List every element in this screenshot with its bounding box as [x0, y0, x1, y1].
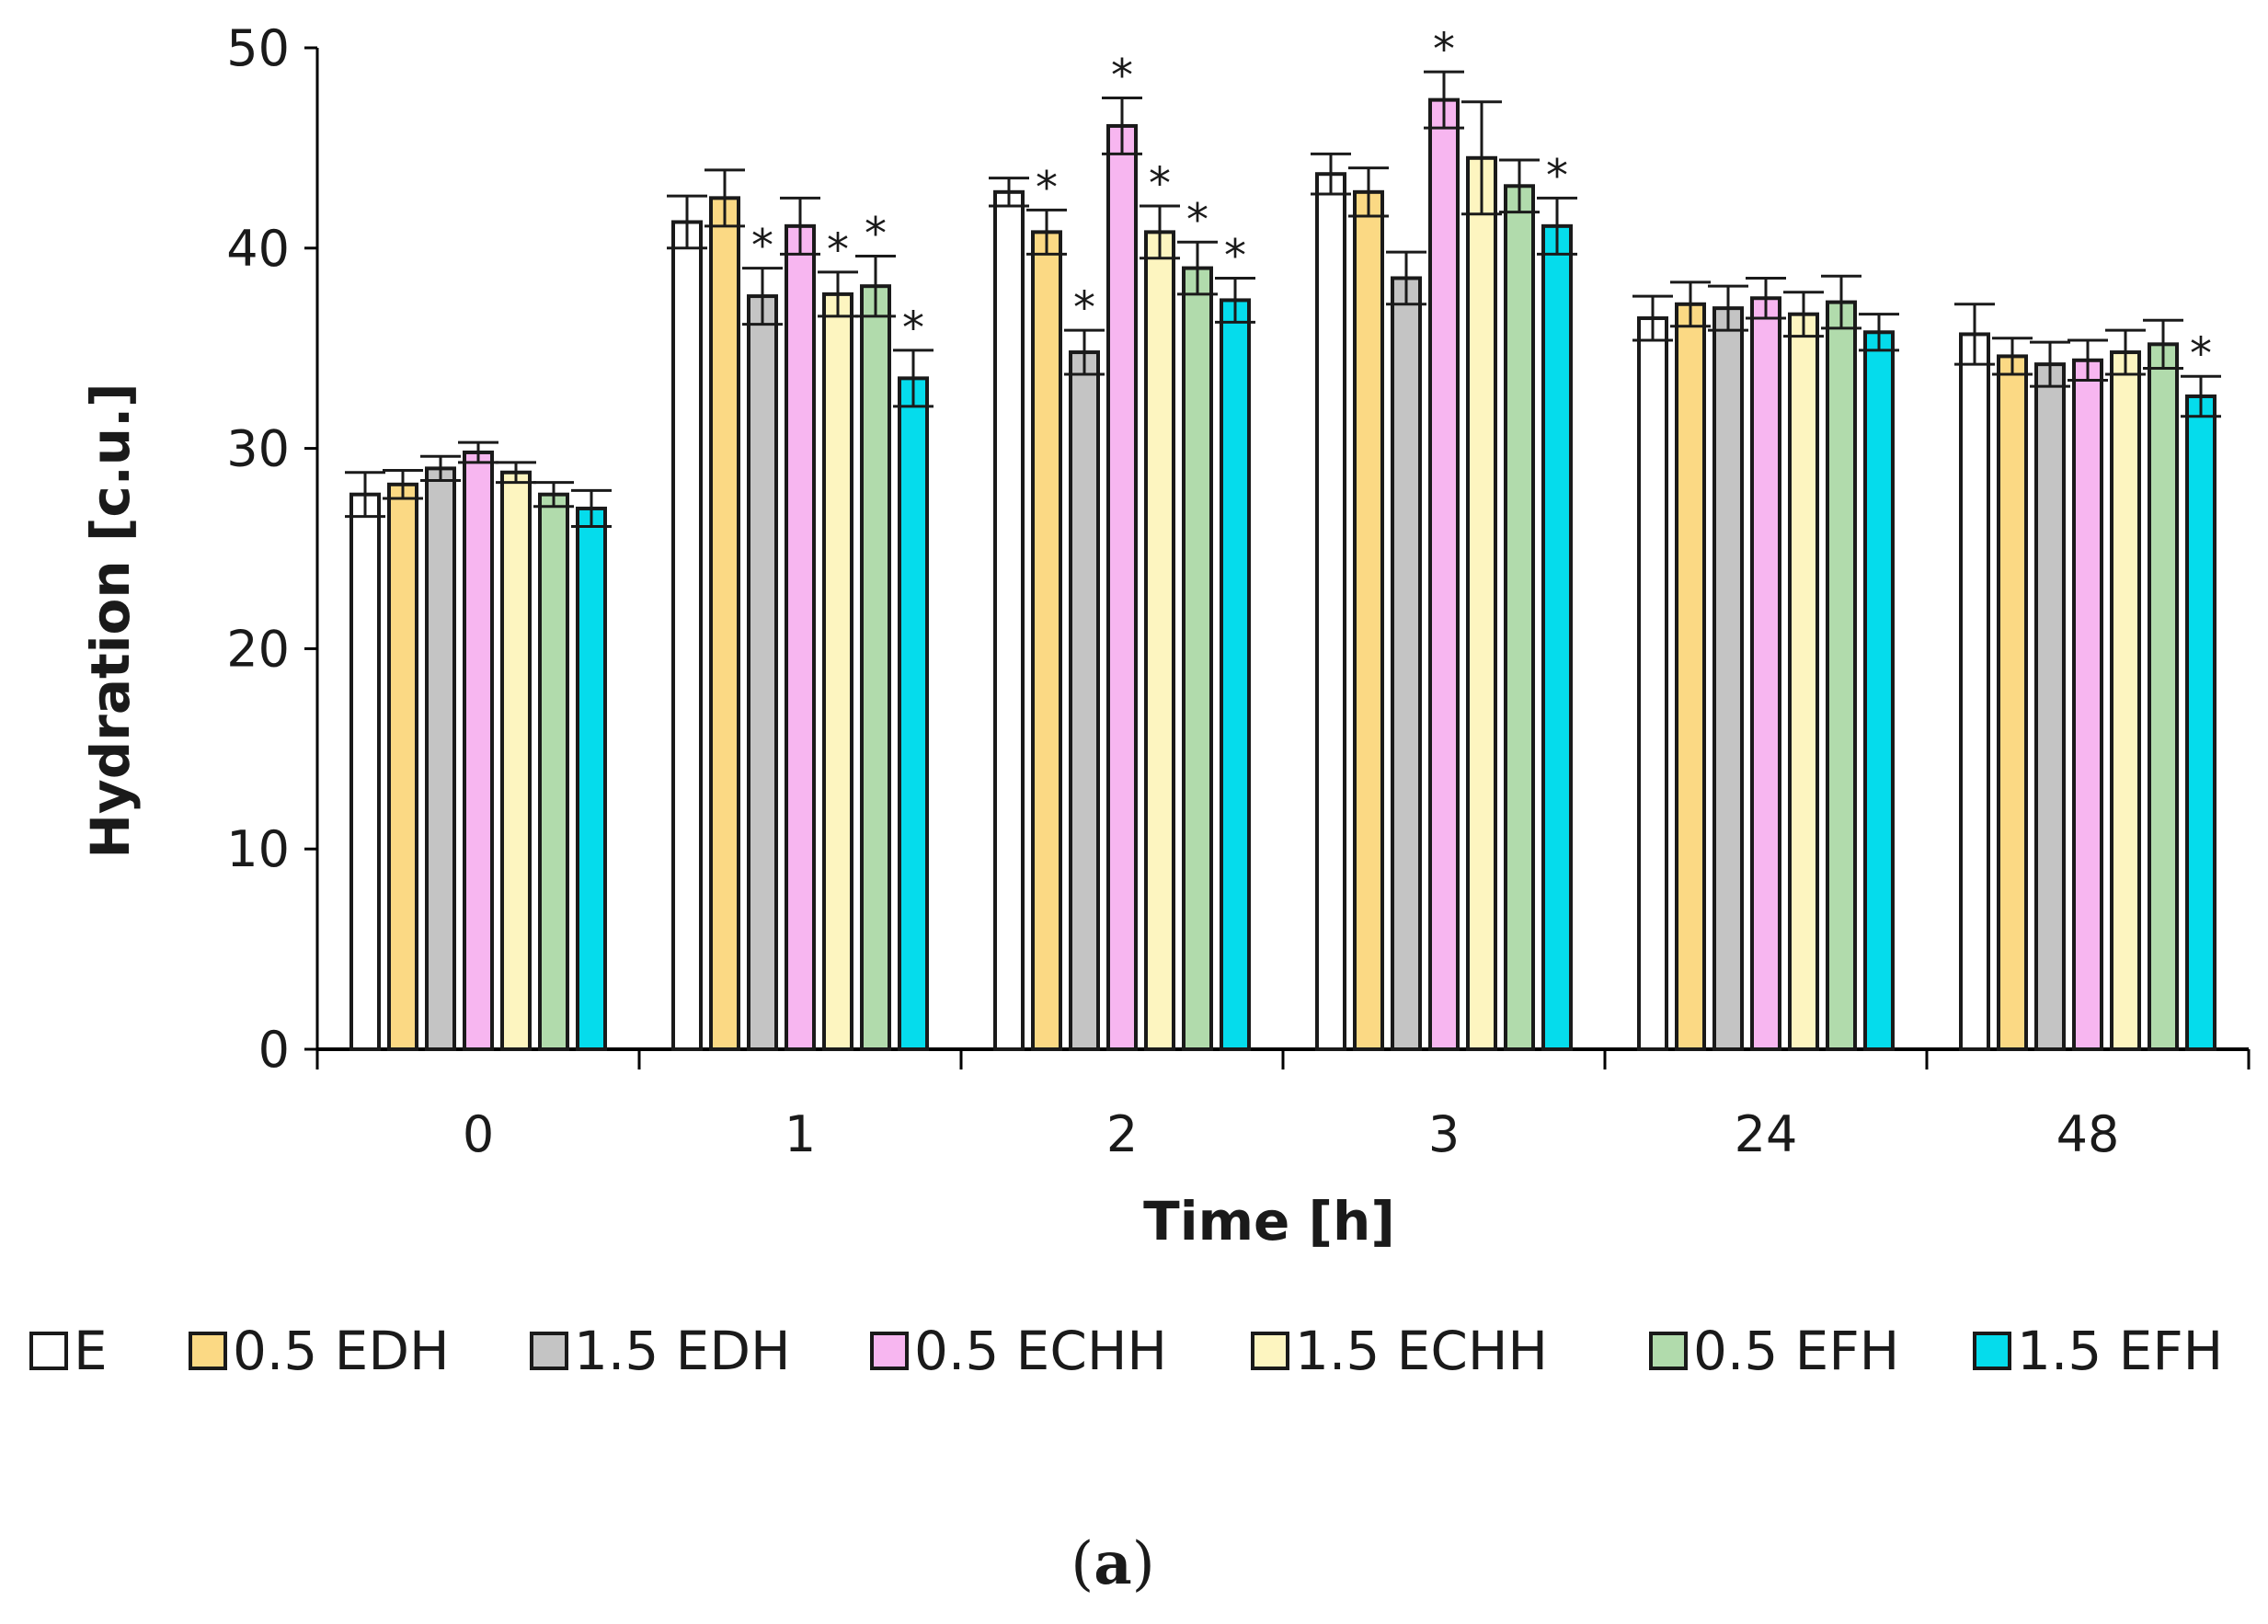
x-tick-label: 3: [1428, 1105, 1460, 1163]
legend-label: 1.5 EFH: [2017, 1320, 2223, 1382]
bar: [1391, 276, 1422, 1052]
bar: [349, 492, 381, 1051]
significance-marker: *: [1036, 162, 1058, 213]
bar: [2034, 362, 2066, 1051]
legend-label: 0.5 EFH: [1693, 1320, 1899, 1382]
bar: [1428, 97, 1460, 1051]
legend-swatch: [530, 1332, 568, 1370]
bar: [1466, 155, 1497, 1052]
legend-swatch: [189, 1332, 227, 1370]
bar: [1315, 172, 1346, 1052]
significance-marker: *: [865, 209, 887, 260]
x-tick-label: 1: [785, 1105, 816, 1163]
legend-label: 1.5 ECHH: [1295, 1320, 1548, 1382]
y-axis-title: Hydration [c.u.]: [79, 383, 142, 858]
bar: [1788, 312, 1819, 1051]
y-tick-label: 50: [226, 19, 290, 77]
bar: [576, 506, 607, 1051]
legend-label: 1.5 EDH: [574, 1320, 791, 1382]
bar: [822, 292, 853, 1052]
legend-label: 0.5 EDH: [233, 1320, 450, 1382]
legend: E 0.5 EDH 1.5 EDH 0.5 ECHH 1.5 ECHH 0.5 EFH 1.…: [29, 1320, 2223, 1382]
significance-marker: *: [1224, 230, 1246, 281]
bar: [1826, 300, 1857, 1051]
bar: [425, 466, 456, 1051]
significance-marker: *: [902, 303, 924, 354]
significance-marker: *: [1546, 150, 1568, 201]
significance-marker: *: [1186, 194, 1208, 246]
legend-swatch: [1251, 1332, 1289, 1370]
bar: [500, 470, 532, 1051]
legend-label: 0.5 ECHH: [914, 1320, 1167, 1382]
y-tick-label: 20: [226, 620, 290, 678]
significance-marker: *: [1073, 282, 1095, 334]
bar: [1106, 123, 1138, 1051]
legend-swatch: [1649, 1332, 1688, 1370]
bar: [1069, 350, 1100, 1051]
legend-swatch: [870, 1332, 909, 1370]
significance-marker: *: [1149, 158, 1171, 210]
bar: [2185, 394, 2216, 1051]
y-tick-label: 30: [226, 420, 290, 478]
bar: [860, 284, 891, 1051]
bar: [1863, 330, 1895, 1051]
bar: [387, 482, 418, 1051]
bar: [463, 450, 494, 1051]
bar: [1504, 184, 1535, 1052]
x-tick-label: 0: [463, 1105, 494, 1163]
x-tick-label: 48: [2056, 1105, 2120, 1163]
panel-label: (a): [1071, 1529, 1154, 1598]
bar: [2110, 350, 2141, 1051]
bar: [785, 223, 816, 1052]
significance-marker: *: [827, 224, 849, 276]
bar: [1959, 332, 1990, 1052]
significance-marker: *: [1433, 24, 1455, 75]
y-tick-label: 0: [258, 1021, 290, 1079]
bar: [898, 376, 929, 1051]
bar: [538, 492, 569, 1051]
bar: [1353, 189, 1384, 1052]
bar: [1182, 266, 1213, 1051]
x-axis-title: Time [h]: [1143, 1190, 1395, 1252]
bar: [1997, 354, 2028, 1051]
bar: [1541, 223, 1573, 1052]
x-tick-label: 24: [1735, 1105, 1798, 1163]
bar: [1637, 316, 1668, 1051]
legend-label: E: [74, 1320, 108, 1382]
bar: [1144, 230, 1175, 1052]
bar: [1712, 306, 1744, 1051]
legend-swatch: [1973, 1332, 2011, 1370]
bar: [747, 294, 778, 1051]
significance-marker: *: [2190, 328, 2212, 380]
bar: [709, 196, 740, 1052]
bar: [671, 220, 703, 1051]
significance-marker: *: [1111, 50, 1133, 101]
plot-area: 0 10 20 30 40 50 0 * * * * 1 * * * * * * 2 * * 3 24 * 48: [226, 19, 2251, 1163]
legend-swatch: [29, 1332, 68, 1370]
bar: [1750, 296, 1781, 1051]
bar: [993, 189, 1025, 1052]
bar: [2148, 342, 2179, 1051]
x-tick-label: 2: [1106, 1105, 1138, 1163]
significance-marker: *: [751, 221, 773, 272]
bar: [2072, 358, 2103, 1051]
bar: [1675, 302, 1706, 1051]
bar: [1031, 230, 1062, 1052]
bar: [1220, 298, 1251, 1052]
y-tick-label: 40: [226, 220, 290, 278]
y-tick-label: 10: [226, 820, 290, 878]
